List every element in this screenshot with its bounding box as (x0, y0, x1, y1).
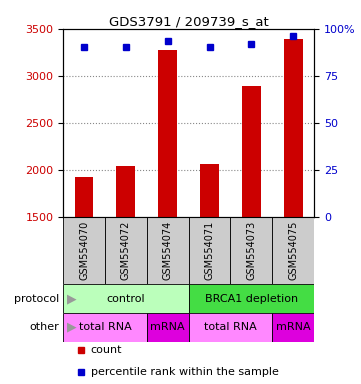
Bar (284, 39, 303, 217)
Bar (63, 284, 188, 313)
Bar (147, 313, 188, 342)
Title: GDS3791 / 209739_s_at: GDS3791 / 209739_s_at (109, 15, 269, 28)
Bar (200, 164, 219, 217)
Bar (188, 313, 272, 342)
Text: BRCA1 depletion: BRCA1 depletion (205, 293, 298, 304)
Bar (188, 284, 314, 313)
Text: total RNA: total RNA (204, 322, 257, 333)
Bar (272, 217, 314, 284)
Text: total RNA: total RNA (79, 322, 131, 333)
Bar (63, 217, 105, 284)
Text: percentile rank within the sample: percentile rank within the sample (91, 367, 279, 377)
Text: ▶: ▶ (67, 292, 77, 305)
Text: control: control (106, 293, 145, 304)
Text: GSM554074: GSM554074 (163, 221, 173, 280)
Bar (272, 313, 314, 342)
Text: other: other (30, 322, 60, 333)
Bar (188, 217, 230, 284)
Text: protocol: protocol (14, 293, 60, 304)
Bar (158, 50, 177, 217)
Text: ▶: ▶ (67, 321, 77, 334)
Text: count: count (91, 345, 122, 355)
Bar (63, 313, 147, 342)
Bar (105, 217, 147, 284)
Text: mRNA: mRNA (151, 322, 185, 333)
Text: GSM554070: GSM554070 (79, 221, 89, 280)
Text: GSM554075: GSM554075 (288, 221, 298, 280)
Text: GSM554072: GSM554072 (121, 221, 131, 280)
Bar (230, 217, 272, 284)
Text: GSM554071: GSM554071 (205, 221, 214, 280)
Text: mRNA: mRNA (276, 322, 310, 333)
Bar (147, 217, 188, 284)
Bar (117, 166, 135, 217)
Text: GSM554073: GSM554073 (246, 221, 256, 280)
Bar (242, 86, 261, 217)
Bar (75, 177, 93, 217)
